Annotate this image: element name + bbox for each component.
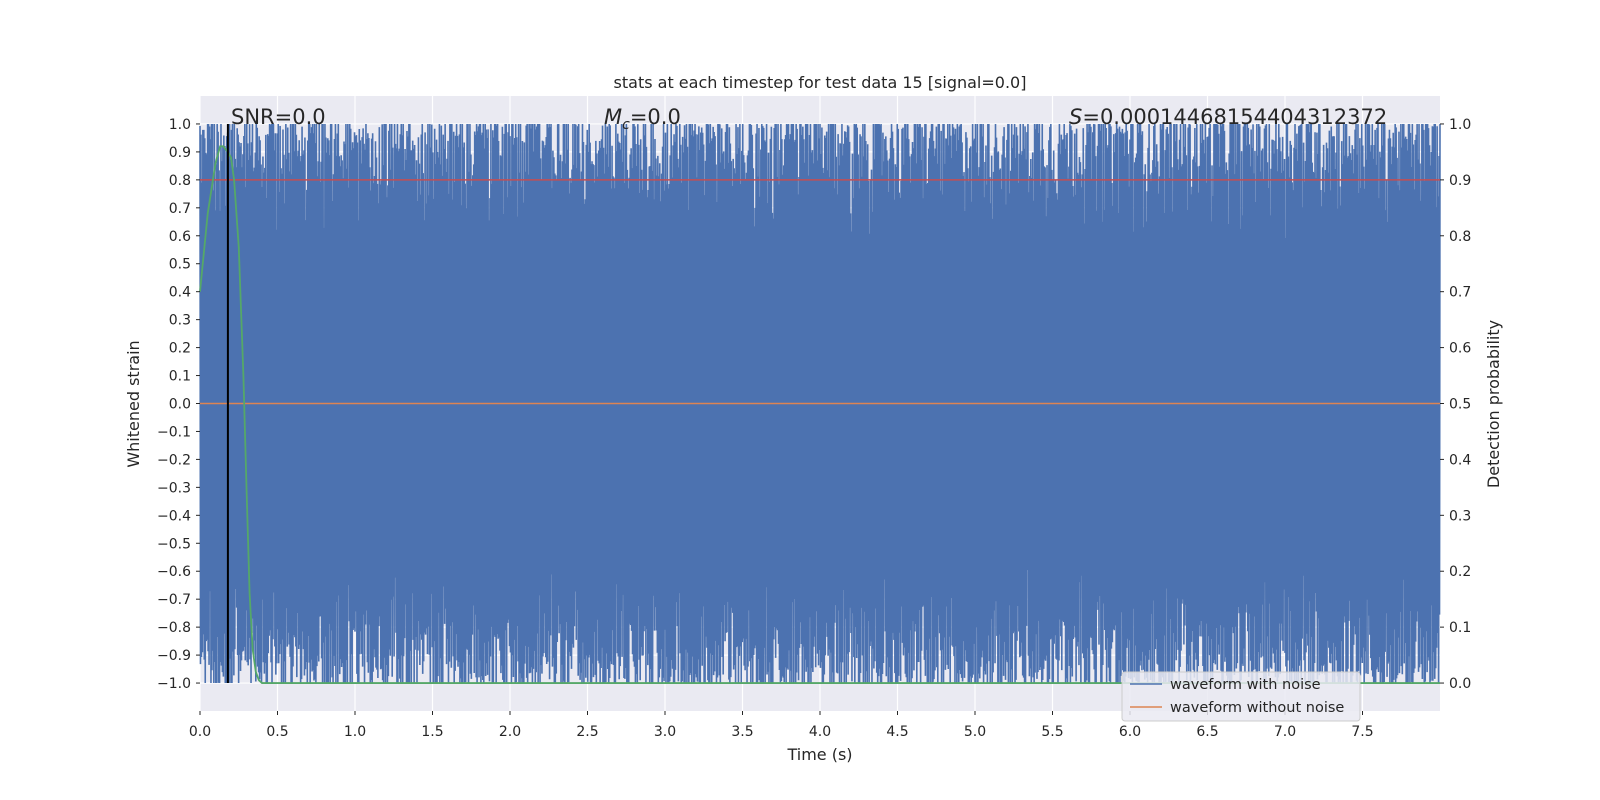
x-tick-label: 3.0 xyxy=(654,724,676,740)
legend-box xyxy=(1121,671,1361,722)
y-left-tick-label: −0.5 xyxy=(157,536,191,552)
x-tick-label: 2.0 xyxy=(499,724,521,740)
detection-probability-line xyxy=(199,145,1440,684)
mc-value: =0.0 xyxy=(630,105,681,129)
chart-title: stats at each timestep for test data 15 … xyxy=(614,73,1027,92)
y-left-tick-label: −0.6 xyxy=(157,564,191,580)
x-tick-label: 3.5 xyxy=(731,724,753,740)
y-right-tick-label: 0.0 xyxy=(1449,676,1471,692)
y-left-tick-label: 0.2 xyxy=(169,341,191,357)
y-left-tick-label: −1.0 xyxy=(157,676,191,692)
y-left-tick-label: 0.9 xyxy=(169,145,191,161)
tick-labels: 0.0 0.5 1.0 1.5 2.0 2.5 3.0 3.5 4.0 4.5 5.0 5.5 6.0 6… xyxy=(157,117,1471,740)
y-left-tick-label: 0.8 xyxy=(169,173,191,189)
mc-symbol: M xyxy=(604,105,622,129)
y-left-tick-label: −0.2 xyxy=(157,452,191,468)
noise-waveform-core xyxy=(200,291,1440,530)
y-axis-label-left: Whitened strain xyxy=(124,340,143,467)
x-tick-label: 7.5 xyxy=(1351,724,1373,740)
s-symbol: S xyxy=(1069,105,1082,129)
y-right-tick-label: 0.7 xyxy=(1449,285,1471,301)
y-axis-label-right: Detection probability xyxy=(1484,320,1503,488)
y-left-tick-label: 0.4 xyxy=(169,285,191,301)
y-left-tick-label: 0.6 xyxy=(169,229,191,245)
mc-subscript: c xyxy=(622,117,630,133)
y-left-tick-label: −0.1 xyxy=(157,424,191,440)
y-left-tick-label: 0.1 xyxy=(169,369,191,385)
y-left-tick-label: 0.7 xyxy=(169,201,191,217)
y-left-tick-label: −0.7 xyxy=(157,592,191,608)
y-right-tick-label: 0.9 xyxy=(1449,173,1471,189)
y-right-tick-label: 1.0 xyxy=(1449,117,1471,133)
y-left-tick-label: 0.0 xyxy=(169,397,191,413)
x-tick-label: 4.0 xyxy=(809,724,831,740)
x-axis-label: Time (s) xyxy=(786,745,852,764)
y-right-tick-label: 0.1 xyxy=(1449,620,1471,636)
y-right-tick-label: 0.4 xyxy=(1449,452,1471,468)
y-right-tick-label: 0.6 xyxy=(1449,341,1471,357)
y-left-tick-label: −0.3 xyxy=(157,480,191,496)
s-value: =0.00014468154404312372 xyxy=(1082,105,1387,129)
x-tick-label: 0.0 xyxy=(189,724,211,740)
x-tick-label: 2.5 xyxy=(576,724,598,740)
x-tick-label: 6.0 xyxy=(1119,724,1141,740)
x-tick-label: 1.5 xyxy=(421,724,443,740)
y-right-tick-label: 0.3 xyxy=(1449,508,1471,524)
y-right-tick-label: 0.8 xyxy=(1449,229,1471,245)
y-left-tick-label: 0.5 xyxy=(169,257,191,273)
y-right-tick-label: 0.5 xyxy=(1449,397,1471,413)
y-left-tick-label: 1.0 xyxy=(169,117,191,133)
x-tick-label: 1.0 xyxy=(344,724,366,740)
x-tick-label: 6.5 xyxy=(1196,724,1218,740)
x-tick-label: 7.0 xyxy=(1274,724,1296,740)
noise-waveform xyxy=(199,123,1441,684)
snr-annotation: SNR=0.0 xyxy=(231,105,326,129)
y-left-tick-label: −0.8 xyxy=(157,620,191,636)
legend: waveform with noise waveform without noi… xyxy=(1121,671,1361,722)
s-annotation: S=0.00014468154404312372 xyxy=(1069,105,1387,129)
legend-label-clean: waveform without noise xyxy=(1170,700,1344,716)
x-tick-label: 0.5 xyxy=(266,724,288,740)
y-left-tick-label: −0.4 xyxy=(157,508,191,524)
y-right-tick-label: 0.2 xyxy=(1449,564,1471,580)
y-left-tick-label: −0.9 xyxy=(157,648,191,664)
legend-label-noise: waveform with noise xyxy=(1170,677,1321,693)
x-tick-label: 5.5 xyxy=(1041,724,1063,740)
x-tick-label: 5.0 xyxy=(964,724,986,740)
y-left-tick-label: 0.3 xyxy=(169,313,191,329)
chart-lines xyxy=(199,123,1440,684)
x-tick-label: 4.5 xyxy=(886,724,908,740)
mc-annotation: Mc=0.0 xyxy=(604,105,681,133)
